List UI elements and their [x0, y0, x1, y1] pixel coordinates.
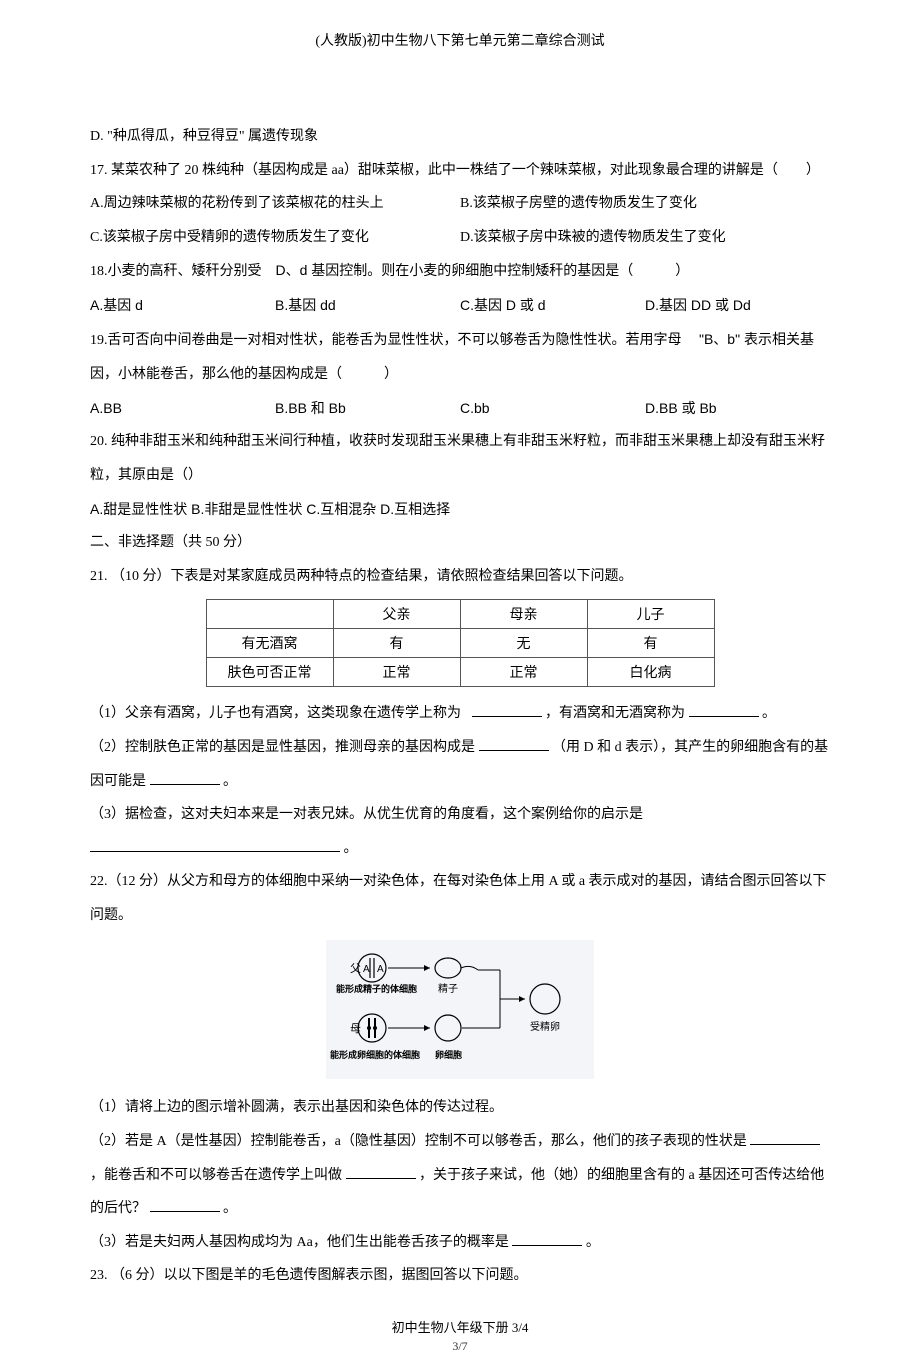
- table-cell: 有: [587, 629, 714, 658]
- sperm-cell-label: 能形成精子的体细胞: [336, 983, 417, 994]
- table-cell: [206, 600, 333, 629]
- q22-p3-a: （3）若是夫妇两人基因构成均为 Aa，他们生出能卷舌孩子的概率是: [90, 1235, 509, 1250]
- blank: [472, 702, 542, 717]
- egg-cell-label: 能形成卵细胞的体细胞: [330, 1049, 420, 1060]
- q17-opt-d: D.该菜椒子房中珠被的遗传物质发生了变化: [460, 221, 830, 255]
- table-cell: 母亲: [460, 600, 587, 629]
- blank: [150, 1197, 220, 1212]
- q22-p2-a: （2）若是 A（是性基因）控制能卷舌，a（隐性基因）控制不可以够卷舌，那么，他们…: [90, 1134, 747, 1149]
- q21-p1: （1）父亲有酒窝，儿子也有酒窝，这类现象在遗传学上称为 ，有酒窝和无酒窝称为 。: [90, 697, 830, 731]
- fertilized-label: 受精卵: [530, 1020, 560, 1033]
- q20-opts: A.甜是显性性状 B.非甜是显性性状 C.互相混杂 D.互相选择: [90, 493, 830, 527]
- q21-p3-b: 。: [344, 841, 358, 856]
- q21-p3-a: （3）据检查，这对夫妇本来是一对表兄妹。从优生优育的角度看，这个案例给你的启示是: [90, 807, 643, 822]
- page-number: 3/7: [0, 1339, 920, 1354]
- q17-opt-b: B.该菜椒子房壁的遗传物质发生了变化: [460, 187, 830, 221]
- q21-p1-b: ，有酒窝和无酒窝称为: [545, 706, 685, 721]
- q21-p1-a: （1）父亲有酒窝，儿子也有酒窝，这类现象在遗传学上称为: [90, 706, 461, 721]
- q18-opt-b: B.基因 dd: [275, 289, 460, 323]
- page: (人教版)初中生物八下第七单元第二章综合测试 D. "种瓜得瓜，种豆得豆" 属遗…: [0, 0, 920, 1366]
- mother-label: 母: [350, 1022, 361, 1035]
- table-cell: 肤色可否正常: [206, 658, 333, 687]
- q19-opt-a: A.BB: [90, 392, 275, 426]
- q22-p3: （3）若是夫妇两人基因构成均为 Aa，他们生出能卷舌孩子的概率是 。: [90, 1226, 830, 1260]
- table-cell: 父亲: [333, 600, 460, 629]
- q21-p2-c: 。: [223, 774, 237, 789]
- q21-p3: （3）据检查，这对夫妇本来是一对表兄妹。从优生优育的角度看，这个案例给你的启示是: [90, 798, 830, 832]
- table-cell: 儿子: [587, 600, 714, 629]
- egg-label: 卵细胞: [435, 1049, 462, 1060]
- sperm-label: 精子: [438, 982, 458, 995]
- q18-stem-b: D、d 基因控制。则在小麦的卵细胞中控制矮秆的基因是（ ）: [276, 262, 690, 278]
- q18-opts: A.基因 d B.基因 dd C.基因 D 或 d D.基因 DD 或 Dd: [90, 289, 830, 323]
- q17-stem: 17. 某菜农种了 20 株纯种（基因构成是 aa）甜味菜椒，此中一株结了一个辣…: [90, 154, 830, 188]
- q22-p3-b: 。: [586, 1235, 600, 1250]
- q22-p2-b: ，能卷舌和不可以够卷舌在遗传学上叫做: [90, 1168, 342, 1183]
- q19-opt-c: C.bb: [460, 392, 645, 426]
- q21-table: 父亲 母亲 儿子 有无酒窝 有 无 有 肤色可否正常 正常 正常 白化病: [206, 599, 715, 687]
- q22-p1: （1）请将上边的图示增补圆满，表示出基因和染色体的传达过程。: [90, 1091, 830, 1125]
- q21-p2: （2）控制肤色正常的基因是显性基因，推测母亲的基因构成是 （用 D 和 d 表示…: [90, 731, 830, 798]
- blank: [512, 1231, 582, 1246]
- q17-opts-row2: C.该菜椒子房中受精卵的遗传物质发生了变化 D.该菜椒子房中珠被的遗传物质发生了…: [90, 221, 830, 255]
- q19-opt-b: B.BB 和 Bb: [275, 392, 460, 426]
- option-d-line: D. "种瓜得瓜，种豆得豆" 属遗传现象: [90, 120, 830, 154]
- q22-p2: （2）若是 A（是性基因）控制能卷舌，a（隐性基因）控制不可以够卷舌，那么，他们…: [90, 1125, 830, 1226]
- q22-stem: 22.（12 分）从父方和母方的体细胞中采纳一对染色体，在每对染色体上用 A 或…: [90, 865, 830, 932]
- blank: [346, 1164, 416, 1179]
- table-cell: 正常: [460, 658, 587, 687]
- q18-opt-a: A.基因 d: [90, 289, 275, 323]
- q19-opts: A.BB B.BB 和 Bb C.bb D.BB 或 Bb: [90, 392, 830, 426]
- table-cell: 无: [460, 629, 587, 658]
- q18-opt-c: C.基因 D 或 d: [460, 289, 645, 323]
- blank: [90, 837, 340, 852]
- q19-stem: 19.舌可否向中间卷曲是一对相对性状，能卷舌为显性性状，不可以够卷舌为隐性性状。…: [90, 323, 830, 392]
- q19-stem-a: 19.舌可否向中间卷曲是一对相对性状，能卷舌为显性性状，不可以够卷舌为隐性性状。…: [90, 333, 682, 348]
- q23-stem: 23. （6 分）以以下图是羊的毛色遗传图解表示图，据图回答以下问题。: [90, 1259, 830, 1293]
- blank: [750, 1130, 820, 1145]
- genetics-diagram-svg: 父 A A 精子 母: [330, 946, 582, 1070]
- table-cell: 有无酒窝: [206, 629, 333, 658]
- q21-p1-c: 。: [762, 706, 776, 721]
- q17-opt-c: C.该菜椒子房中受精卵的遗传物质发生了变化: [90, 221, 460, 255]
- q17-opt-a: A.周边辣味菜椒的花粉传到了该菜椒花的柱头上: [90, 187, 460, 221]
- table-row: 肤色可否正常 正常 正常 白化病: [206, 658, 714, 687]
- svg-text:A: A: [377, 964, 384, 975]
- q21-stem: 21. （10 分）下表是对某家庭成员两种特点的检查结果，请依照检查结果回答以下…: [90, 560, 830, 594]
- table-cell: 有: [333, 629, 460, 658]
- blank: [479, 736, 549, 751]
- q18-stem: 18.小麦的高秆、矮秆分别受 D、d 基因控制。则在小麦的卵细胞中控制矮秆的基因…: [90, 254, 830, 289]
- q18-opt-d: D.基因 DD 或 Dd: [645, 289, 830, 323]
- q22-p2-d: 。: [223, 1201, 237, 1216]
- blank: [689, 702, 759, 717]
- q18-stem-a: 18.小麦的高秆、矮秆分别受: [90, 264, 262, 279]
- q19-opt-d: D.BB 或 Bb: [645, 392, 830, 426]
- footer-text: 初中生物八年级下册 3/4: [90, 1317, 830, 1336]
- page-header-title: (人教版)初中生物八下第七单元第二章综合测试: [90, 30, 830, 50]
- q20-stem: 20. 纯种非甜玉米和纯种甜玉米间行种植，收获时发现甜玉米果穗上有非甜玉米籽粒，…: [90, 425, 830, 492]
- table-row: 有无酒窝 有 无 有: [206, 629, 714, 658]
- q22-diagram: 父 A A 精子 母: [326, 940, 594, 1079]
- table-row: 父亲 母亲 儿子: [206, 600, 714, 629]
- q21-p3-blank: 。: [90, 832, 830, 866]
- svg-text:A: A: [363, 964, 370, 975]
- section2-title: 二、非选择题（共 50 分）: [90, 526, 830, 560]
- father-label: 父: [350, 962, 361, 975]
- q17-opts-row1: A.周边辣味菜椒的花粉传到了该菜椒花的柱头上 B.该菜椒子房壁的遗传物质发生了变…: [90, 187, 830, 221]
- blank: [150, 770, 220, 785]
- table-cell: 白化病: [587, 658, 714, 687]
- q21-p2-a: （2）控制肤色正常的基因是显性基因，推测母亲的基因构成是: [90, 740, 475, 755]
- table-cell: 正常: [333, 658, 460, 687]
